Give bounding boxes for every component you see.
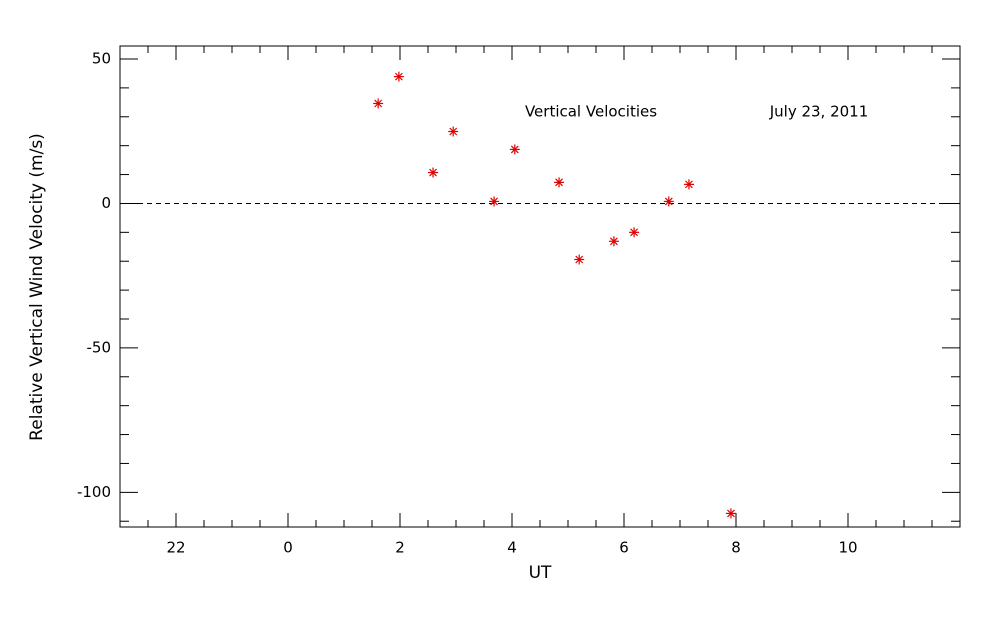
marker-stroke — [664, 197, 673, 206]
x-tick-label: 2 — [395, 539, 405, 557]
marker-stroke — [429, 168, 437, 177]
x-axis-label: UT — [529, 563, 552, 583]
marker-stroke — [510, 145, 519, 154]
marker-stroke — [685, 180, 693, 189]
y-tick-label: 50 — [92, 50, 111, 68]
marker-stroke — [630, 228, 639, 237]
marker-stroke — [490, 197, 499, 206]
marker — [489, 196, 500, 207]
x-tick-label: 8 — [731, 539, 741, 557]
x-tick-label: 10 — [838, 539, 857, 557]
annotation: Vertical Velocities — [525, 103, 657, 121]
x-tick-label: 22 — [166, 539, 185, 557]
marker-stroke — [374, 99, 383, 108]
marker-stroke — [394, 72, 403, 81]
marker — [574, 254, 585, 265]
marker — [509, 144, 520, 155]
y-tick-label: -100 — [77, 483, 111, 501]
y-tick-label: 0 — [101, 194, 111, 212]
x-tick-label: 6 — [619, 539, 629, 557]
marker-stroke — [727, 509, 735, 518]
marker-stroke — [555, 178, 563, 187]
marker — [428, 167, 439, 178]
marker — [608, 236, 619, 247]
x-tick-label: 0 — [283, 539, 293, 557]
marker — [448, 126, 459, 137]
marker — [683, 179, 694, 190]
marker-stroke — [609, 237, 618, 246]
marker-stroke — [449, 127, 458, 136]
annotation: July 23, 2011 — [769, 103, 869, 121]
x-tick-label: 4 — [507, 539, 517, 557]
marker — [725, 508, 736, 519]
marker — [663, 196, 674, 207]
marker — [629, 227, 640, 238]
marker — [554, 177, 565, 188]
marker — [393, 71, 404, 82]
marker — [373, 98, 384, 109]
y-axis-label: Relative Vertical Wind Velocity (m/s) — [27, 133, 47, 441]
y-tick-label: -50 — [87, 338, 112, 356]
marker-stroke — [575, 255, 584, 264]
